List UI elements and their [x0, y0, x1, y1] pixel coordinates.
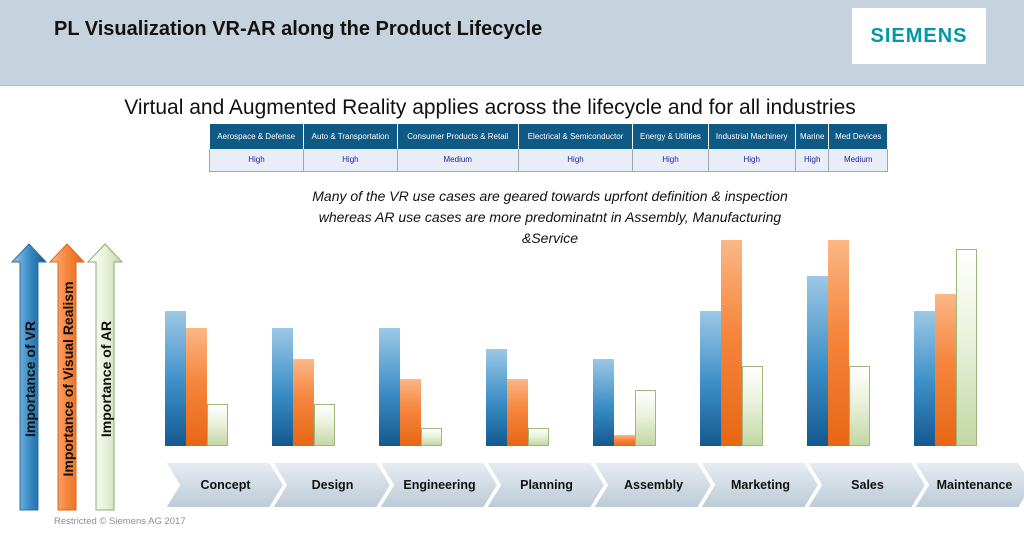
- footer-copyright: Restricted © Siemens AG 2017: [54, 516, 186, 527]
- lifecycle-stage-label: Sales: [851, 478, 884, 492]
- bar-vis-planning: [507, 379, 528, 446]
- bar-vis-concept: [186, 328, 207, 446]
- bar-vis-design: [293, 359, 314, 446]
- use-case-note: Many of the VR use cases are geared towa…: [312, 188, 788, 246]
- industry-rating: High: [632, 149, 709, 172]
- vr-arrow-icon: [10, 243, 48, 511]
- industry-rating: High: [794, 149, 830, 172]
- lifecycle-chevron: [484, 461, 607, 509]
- lifecycle-chevron: [591, 461, 714, 509]
- slide-header: PL Visualization VR-AR along the Product…: [0, 0, 1024, 86]
- industry-name: Marine: [795, 124, 830, 149]
- bar-vr-design: [272, 328, 293, 446]
- bar-vr-concept: [165, 311, 186, 446]
- industry-table: Aerospace & Defense Auto & Transportatio…: [209, 124, 888, 172]
- industry-rating: High: [707, 149, 796, 172]
- industry-name: Energy & Utilities: [632, 124, 709, 149]
- bar-vr-maintenance: [914, 311, 935, 446]
- industry-name: Consumer Products & Retail: [397, 124, 519, 149]
- bar-vr-sales: [807, 276, 828, 446]
- lifecycle-stage-label: Marketing: [730, 478, 791, 492]
- industry-name: Electrical & Semiconductor: [518, 124, 634, 149]
- industry-name: Med Devices: [828, 124, 888, 149]
- industry-rating: High: [517, 149, 634, 172]
- bar-vr-engineering: [379, 328, 400, 446]
- lifecycle-chevron: [377, 461, 500, 509]
- lifecycle-stage-label: Engineering: [403, 478, 476, 492]
- bar-vis-sales: [828, 240, 849, 446]
- slide-title: PL Visualization VR-AR along the Product…: [54, 18, 543, 40]
- lifecycle-stage-label: Maintenance: [936, 478, 1013, 492]
- bar-vis-maintenance: [935, 294, 956, 446]
- lifecycle-chevron: [698, 461, 821, 509]
- lifecycle-stage-label: Assembly: [623, 478, 684, 492]
- bar-vis-assembly: [614, 435, 635, 446]
- bar-vr-marketing: [700, 311, 721, 446]
- bar-vis-marketing: [721, 240, 742, 446]
- industry-rating: Medium: [396, 149, 519, 172]
- ar-arrow-icon: [86, 243, 124, 511]
- bar-ar-assembly: [635, 390, 656, 446]
- lifecycle-chevron: [912, 461, 1024, 509]
- industry-name: Aerospace & Defense: [209, 124, 304, 149]
- importance-arrows: [10, 243, 124, 511]
- industry-name: Auto & Transportation: [303, 124, 398, 149]
- lifecycle-chevron: [270, 461, 393, 509]
- bar-ar-marketing: [742, 366, 763, 446]
- industry-header-row: Aerospace & Defense Auto & Transportatio…: [209, 124, 888, 149]
- industry-rating: Medium: [828, 149, 888, 172]
- industry-rating-row: High High Medium High High High High Med…: [209, 149, 888, 172]
- lifecycle-chevron: [163, 461, 286, 509]
- bar-ar-maintenance: [956, 249, 977, 446]
- lifecycle-stage-label: Design: [311, 478, 354, 492]
- industry-rating: High: [302, 149, 398, 172]
- industry-rating: High: [209, 149, 304, 172]
- lifecycle-chevron: [805, 461, 928, 509]
- bar-vis-engineering: [400, 379, 421, 446]
- siemens-logo: SIEMENS: [852, 8, 986, 64]
- bar-ar-planning: [528, 428, 549, 446]
- lifecycle-stage-label: Concept: [200, 478, 251, 492]
- visual-realism-arrow-icon: [48, 243, 86, 511]
- industry-name: Industrial Machinery: [708, 124, 796, 149]
- bar-ar-concept: [207, 404, 228, 446]
- bar-vr-planning: [486, 349, 507, 446]
- logo-text: SIEMENS: [870, 24, 968, 47]
- lifecycle-stage-label: Planning: [520, 478, 573, 492]
- bar-vr-assembly: [593, 359, 614, 446]
- bar-ar-engineering: [421, 428, 442, 446]
- bar-ar-sales: [849, 366, 870, 446]
- bar-ar-design: [314, 404, 335, 446]
- slide-subtitle: Virtual and Augmented Reality applies ac…: [124, 96, 856, 119]
